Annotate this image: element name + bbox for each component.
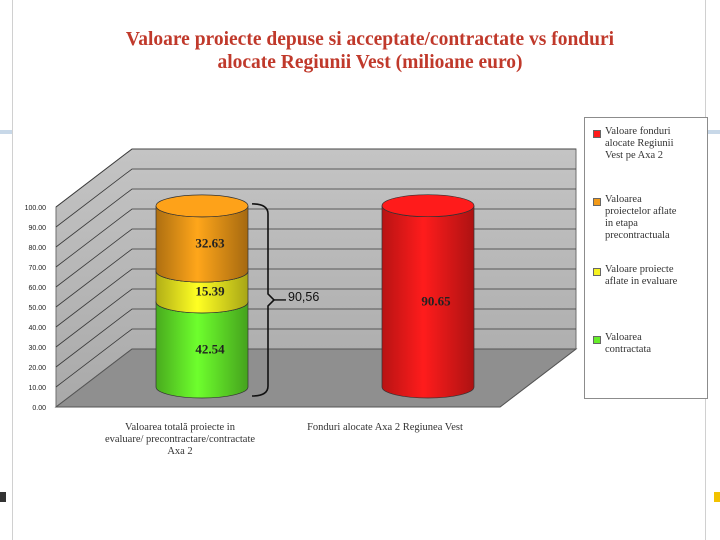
legend-swatch-fonduri xyxy=(593,130,601,138)
legend-line: Valoare proiecte xyxy=(605,264,674,275)
chart-floor xyxy=(54,348,578,408)
gridline xyxy=(55,188,576,248)
cylinder-top xyxy=(155,194,249,218)
y-tick-label: 40.00 xyxy=(28,325,46,332)
y-tick-label: 10.00 xyxy=(28,385,46,392)
legend-swatch-precontractuala xyxy=(593,198,601,206)
category-label: Axa 2 xyxy=(167,446,192,457)
y-tick-label: 60.00 xyxy=(28,285,46,292)
y-tick-label: 30.00 xyxy=(28,345,46,352)
frame-stripe-left xyxy=(0,130,12,134)
slide-frame-left xyxy=(0,0,13,540)
category-label: evaluare/ precontractare/contractate xyxy=(105,434,255,445)
frame-accent-right xyxy=(714,492,720,502)
legend-label-contractata: Valoarea contractata xyxy=(605,332,705,356)
y-tick-label: 100.00 xyxy=(25,205,47,212)
legend-line: contractata xyxy=(605,344,652,355)
legend-label-fonduri: Valoare fonduri alocate Regiunii Vest pe… xyxy=(605,126,705,162)
gridline xyxy=(55,148,576,208)
category-label: Fonduri alocate Axa 2 Regiunea Vest xyxy=(307,422,463,433)
y-tick-label: 20.00 xyxy=(28,365,46,372)
legend-line: Valoarea xyxy=(605,332,642,343)
chart-title: Valoare proiecte depuse si acceptate/con… xyxy=(40,28,700,74)
legend-line: proiectelor aflate xyxy=(605,206,677,217)
legend-swatch-evaluare xyxy=(593,268,601,276)
frame-stripe-right xyxy=(706,130,720,134)
legend-swatch-contractata xyxy=(593,336,601,344)
legend-label-evaluare: Valoare proiecte aflate in evaluare xyxy=(605,264,705,288)
data-label: 42.54 xyxy=(195,341,225,356)
data-label: 90.65 xyxy=(421,293,451,308)
annotation-label: 90,56 xyxy=(288,290,319,304)
legend-line: in etapa xyxy=(605,218,638,229)
y-tick-label: 90.00 xyxy=(28,225,46,232)
category-label: Valoarea totală proiecte in xyxy=(125,422,236,433)
chart-title-line-2: alocate Regiunii Vest (milioane euro) xyxy=(217,52,523,73)
legend-line: Vest pe Axa 2 xyxy=(605,150,664,161)
legend-line: alocate Regiunii xyxy=(605,138,674,149)
data-label: 15.39 xyxy=(195,284,225,299)
legend-line: Valoare fonduri xyxy=(605,126,671,137)
y-tick-label: 50.00 xyxy=(28,305,46,312)
cylinder-top xyxy=(381,194,475,218)
frame-accent-left xyxy=(0,492,6,502)
legend-label-precontractuala: Valoarea proiectelor aflate in etapa pre… xyxy=(605,194,705,242)
y-tick-label: 70.00 xyxy=(28,265,46,272)
gridline xyxy=(55,168,576,228)
data-label: 32.63 xyxy=(195,236,225,251)
y-tick-label: 0.00 xyxy=(32,405,46,412)
y-tick-label: 80.00 xyxy=(28,245,46,252)
legend-line: aflate in evaluare xyxy=(605,276,678,287)
chart-legend: Valoare fonduri alocate Regiunii Vest pe… xyxy=(584,117,708,399)
legend-line: Valoarea xyxy=(605,194,642,205)
legend-line: precontractuala xyxy=(605,230,670,241)
chart-title-line-1: Valoare proiecte depuse si acceptate/con… xyxy=(125,29,615,50)
